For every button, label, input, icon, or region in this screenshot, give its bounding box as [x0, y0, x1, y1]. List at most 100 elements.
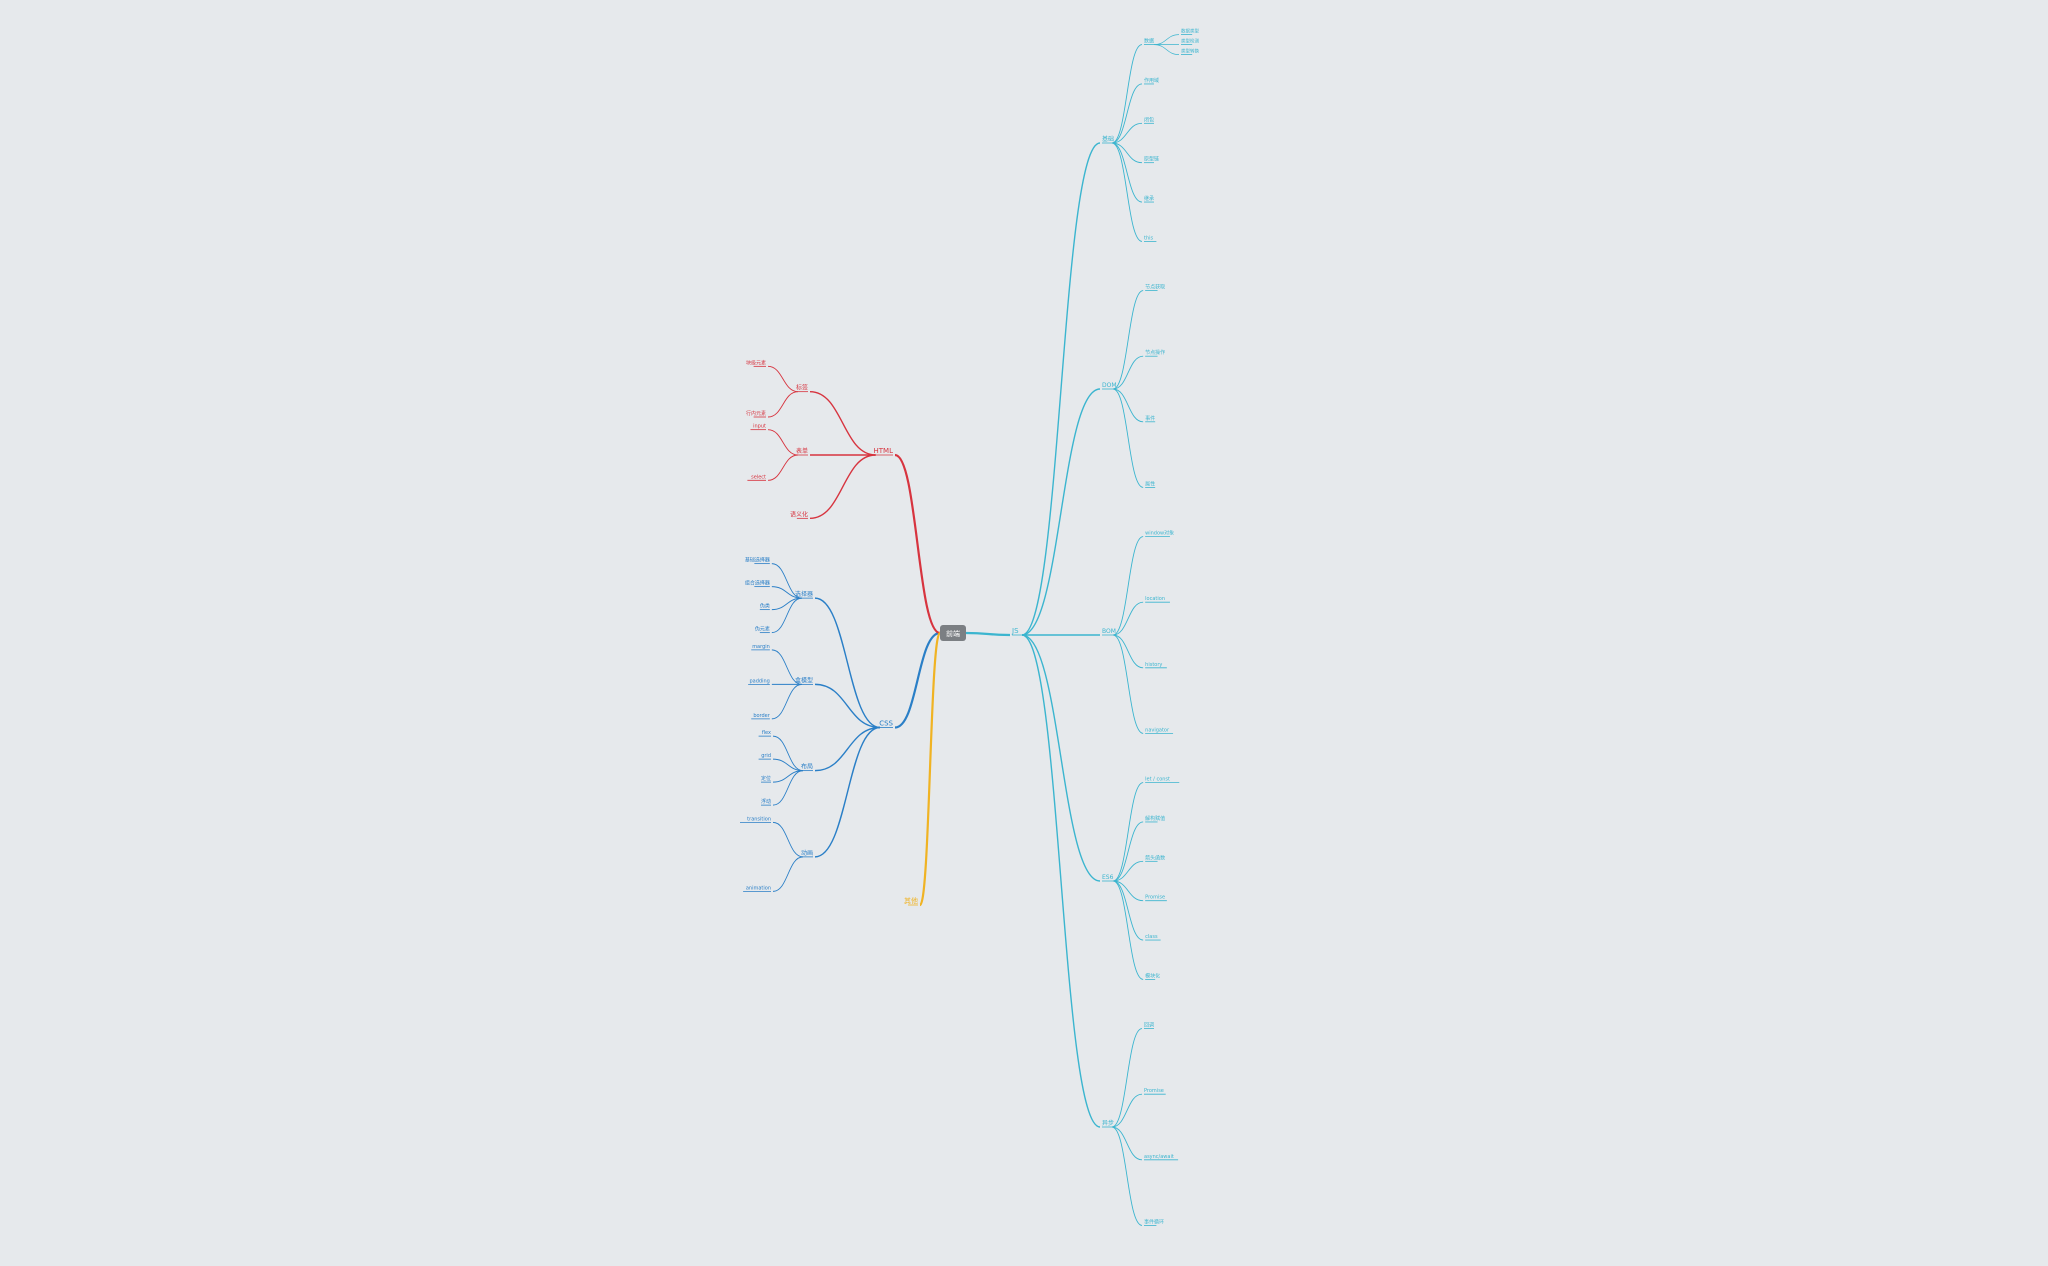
subtopic-class[interactable]: class: [1145, 934, 1158, 940]
topic-异步[interactable]: 异步: [1102, 1119, 1114, 1127]
subtopic-window对象[interactable]: window对象: [1145, 530, 1174, 537]
subtopic-块级元素[interactable]: 块级元素: [746, 359, 766, 366]
subtopic-闭包[interactable]: 闭包: [1144, 116, 1154, 123]
subtopic-作用域[interactable]: 作用域: [1144, 77, 1159, 84]
branch-line: [1021, 634, 1101, 882]
subtopic-继承[interactable]: 继承: [1144, 195, 1154, 202]
branch-line: [1113, 821, 1144, 882]
branch-line: [1112, 536, 1144, 636]
branch-line: [1113, 860, 1144, 882]
subtopic-组合选择器[interactable]: 组合选择器: [745, 580, 770, 587]
subtopic-定位[interactable]: 定位: [761, 775, 771, 782]
branch-line: [965, 631, 1011, 637]
subtopic-回调[interactable]: 回调: [1144, 1022, 1154, 1029]
subtopic-select[interactable]: select: [751, 474, 766, 480]
subtopic-节点获取[interactable]: 节点获取: [1145, 284, 1165, 291]
branch-line: [767, 429, 799, 456]
branch-line: [1112, 634, 1144, 734]
subtopic-行内元素[interactable]: 行内元素: [746, 410, 766, 417]
subtopic-let-const[interactable]: let / const: [1145, 777, 1170, 783]
branch-line: [1113, 880, 1144, 941]
topic-dom[interactable]: DOM: [1102, 382, 1117, 389]
subtopic-padding[interactable]: padding: [750, 678, 770, 684]
branch-line: [1112, 290, 1144, 390]
root-node[interactable]: 前端: [940, 625, 966, 641]
subtopic-基础选择器[interactable]: 基础选择器: [745, 557, 770, 564]
root-node-box: [940, 625, 966, 641]
subtopic-border[interactable]: border: [753, 713, 770, 719]
branch-line: [814, 597, 881, 729]
subtopic-属性[interactable]: 属性: [1145, 480, 1155, 487]
subtopic-伪类[interactable]: 伪类: [760, 603, 770, 610]
branch-line: [918, 631, 942, 907]
subtopic-history[interactable]: history: [1145, 662, 1162, 668]
subtopic-location[interactable]: location: [1145, 596, 1165, 602]
branch-line: [1111, 44, 1143, 144]
branch-line: [772, 821, 804, 858]
branch-line: [1113, 355, 1144, 390]
subtopic-节点操作[interactable]: 节点操作: [1145, 349, 1165, 356]
branch-其他[interactable]: 其他: [904, 896, 918, 905]
branch-line: [1111, 1028, 1143, 1128]
subtopic-事件循环[interactable]: 事件循环: [1144, 1218, 1164, 1225]
subtopic-promise[interactable]: Promise: [1144, 1088, 1164, 1094]
subtopic-模块化[interactable]: 模块化: [1145, 972, 1160, 979]
leaf-类型检测[interactable]: 类型检测: [1181, 38, 1199, 45]
subtopic-navigator[interactable]: navigator: [1145, 727, 1170, 733]
branch-html[interactable]: HTML: [874, 447, 894, 455]
topic-盒模型[interactable]: 盒模型: [795, 676, 813, 684]
branch-line: [814, 726, 880, 772]
subtopic-transition[interactable]: transition: [747, 816, 771, 822]
subtopic-解构赋值[interactable]: 解构赋值: [1145, 815, 1165, 822]
branch-line: [1021, 388, 1101, 636]
branch-line: [1112, 880, 1144, 980]
branch-line: [1111, 1126, 1143, 1161]
topic-动画[interactable]: 动画: [801, 850, 813, 857]
branch-line: [771, 563, 802, 599]
branch-line: [772, 856, 804, 892]
branch-css[interactable]: CSS: [879, 720, 893, 728]
branch-line: [1111, 142, 1143, 242]
subtopic-浮动[interactable]: 浮动: [761, 798, 771, 805]
subtopic-promise[interactable]: Promise: [1145, 895, 1165, 901]
subtopic-grid[interactable]: grid: [761, 753, 771, 759]
branch-line: [809, 454, 876, 520]
topic-es6[interactable]: ES6: [1102, 874, 1114, 881]
topic-标签[interactable]: 标签: [796, 384, 808, 392]
topic-基础[interactable]: 基础: [1102, 135, 1114, 143]
subtopic-箭头函数[interactable]: 箭头函数: [1145, 854, 1165, 861]
branch-line: [771, 683, 802, 720]
topic-表单[interactable]: 表单: [796, 447, 808, 455]
topic-bom[interactable]: BOM: [1102, 628, 1116, 635]
branch-line: [1111, 122, 1143, 144]
leaf-数据类型[interactable]: 数据类型: [1181, 28, 1199, 35]
branch-lines: [740, 34, 1193, 1226]
branch-line: [771, 597, 802, 634]
branch-line: [814, 726, 881, 858]
branch-js[interactable]: JS: [1011, 627, 1019, 635]
subtopic-this[interactable]: this: [1144, 235, 1154, 241]
topic-布局[interactable]: 布局: [801, 763, 813, 771]
subtopic-flex[interactable]: flex: [762, 730, 771, 736]
subtopic-伪元素[interactable]: 伪元素: [755, 626, 770, 633]
subtopic-原型链[interactable]: 原型链: [1144, 156, 1159, 163]
branch-line: [814, 683, 880, 729]
branch-line: [1113, 880, 1144, 902]
subtopic-animation[interactable]: animation: [746, 885, 771, 891]
branch-line: [1111, 142, 1143, 203]
branch-line: [767, 454, 799, 481]
branch-line: [772, 770, 804, 806]
topic-语义化[interactable]: 语义化: [790, 510, 808, 518]
leaf-类型转换[interactable]: 类型转换: [1181, 48, 1199, 55]
branch-line: [809, 390, 876, 456]
subtopic-事件[interactable]: 事件: [1145, 415, 1155, 422]
branch-line: [1021, 142, 1101, 636]
topic-选择器[interactable]: 选择器: [795, 590, 813, 598]
subtopic-async-await[interactable]: async/await: [1144, 1154, 1174, 1160]
subtopic-input[interactable]: input: [753, 424, 766, 430]
branch-line: [771, 586, 802, 599]
subtopic-margin[interactable]: margin: [752, 644, 770, 650]
branch-line: [767, 365, 799, 393]
subtopic-数据[interactable]: 数据: [1144, 38, 1154, 45]
